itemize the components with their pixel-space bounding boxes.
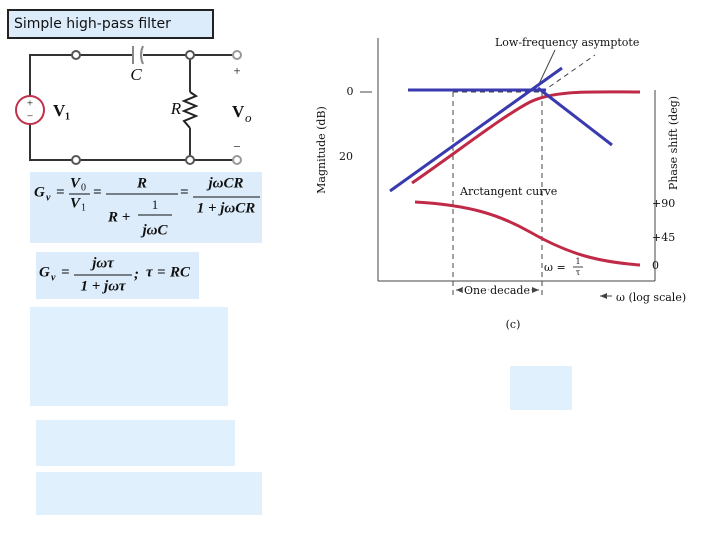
placeholder-box [510, 366, 572, 410]
eq-den: 1 + jωτ [80, 278, 126, 294]
eq-lhs-sub: v [46, 192, 51, 203]
eq-den: R + [107, 209, 130, 225]
title: Simple high-pass filter [14, 16, 171, 32]
node [71, 50, 81, 60]
equation-2: G v = jωτ 1 + jωτ ; τ = RC [39, 255, 191, 294]
capacitor-label: C [130, 65, 142, 84]
eq-equals: = [157, 264, 166, 280]
resistor-label: R [170, 99, 182, 118]
eq-den-num: 1 [152, 197, 159, 212]
placeholder-box [30, 307, 228, 406]
curve-label: Arctangent curve [459, 185, 557, 198]
output-plus: + [233, 63, 240, 78]
circuit [15, 45, 242, 165]
eq-den-sub: 1 [81, 202, 86, 213]
terminal [232, 50, 242, 60]
eq-num: jωCR [206, 175, 243, 191]
eq-tau: τ [146, 264, 154, 280]
eq-den-den: jωC [140, 222, 168, 238]
eq-rhs: RC [169, 264, 191, 280]
output-subscript: o [245, 110, 252, 125]
terminal [232, 155, 242, 165]
capacitor-plate [140, 45, 144, 65]
asymptote-line [537, 86, 613, 147]
source-minus: − [27, 111, 33, 123]
eq-num: V [70, 175, 82, 191]
magnitude-tick-label: 20 [339, 150, 353, 163]
eq-den: V [70, 195, 82, 211]
title-box [7, 9, 214, 39]
eq-den: 1 + jωCR [197, 200, 256, 216]
equation-box [30, 172, 262, 243]
y-axis-label: Magnitude (dB) [315, 106, 328, 194]
eq-sep: ; [134, 266, 139, 282]
node [185, 155, 195, 165]
eq-num-sub: 0 [81, 182, 86, 193]
decade-label: One decade [464, 284, 530, 297]
phase-curve [414, 200, 641, 267]
resistor [181, 91, 199, 129]
leader-line [537, 49, 556, 87]
eq-num: jωτ [90, 255, 115, 271]
bode-plot: Low-frequency asymptote Magnitude (dB) P… [315, 36, 686, 331]
wire [29, 54, 133, 96]
corner-label-den: τ [576, 268, 581, 277]
eq-lhs: G [39, 264, 50, 280]
node [71, 155, 81, 165]
phase-tick-label: 0 [652, 259, 659, 272]
arrow-head [600, 293, 607, 299]
source [15, 95, 45, 125]
placeholder-box [36, 472, 262, 515]
magnitude-tick-label: 0 [347, 85, 354, 98]
corner-label-num: 1 [575, 257, 580, 266]
eq-equals: = [93, 184, 102, 200]
source-plus: + [27, 98, 33, 110]
asymptote-line [389, 66, 563, 193]
output-name: V [232, 102, 245, 121]
phase-tick-label: +90 [652, 197, 675, 210]
caption: (c) [506, 318, 521, 331]
placeholder-box [36, 420, 235, 466]
eq-lhs: G [34, 184, 45, 200]
eq-equals: = [61, 264, 70, 280]
eq-equals: = [180, 184, 189, 200]
output-minus: − [233, 139, 240, 154]
corner-label: ω = [544, 261, 566, 274]
source-subscript: 1 [65, 111, 70, 122]
asymptote-label: Low-frequency asymptote [495, 36, 639, 49]
wire [29, 124, 237, 161]
eq-num: R [136, 175, 147, 191]
eq-equals: = [56, 184, 65, 200]
source-name: V [53, 101, 66, 120]
x-axis-label: ω (log scale) [616, 291, 686, 304]
phase-tick-label: +45 [652, 231, 675, 244]
node [185, 50, 195, 60]
equation-1: G v = V 0 V 1 = R R + 1 jωC = jωCR 1 + j… [34, 175, 260, 238]
dashed-line [541, 54, 596, 93]
y2-axis-label: Phase shift (deg) [667, 96, 680, 190]
eq-lhs-sub: v [51, 272, 56, 283]
magnitude-curve [411, 90, 641, 185]
